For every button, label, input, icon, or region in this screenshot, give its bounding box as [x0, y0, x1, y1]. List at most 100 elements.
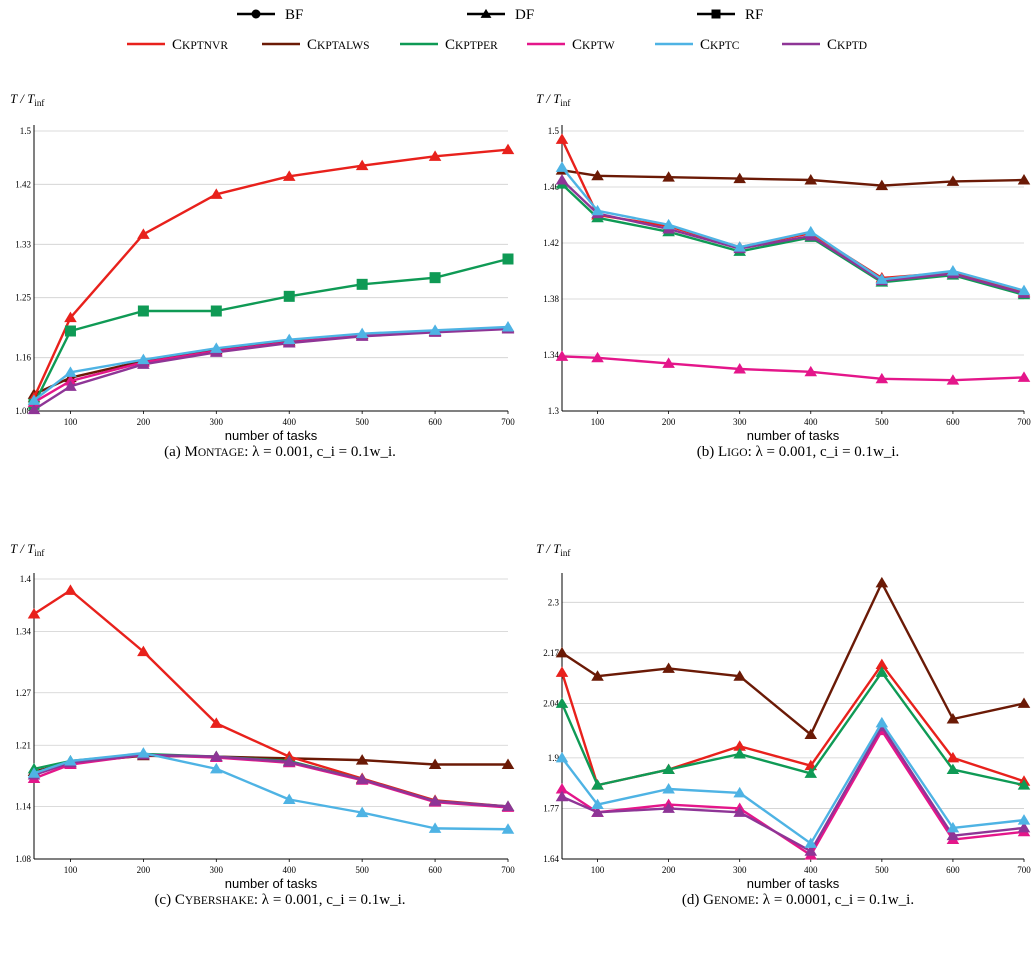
data-point — [804, 174, 818, 185]
y-tick-label: 2.3 — [548, 597, 560, 607]
y-axis-label: T / Tinf — [10, 541, 44, 558]
y-tick-label: 1.34 — [543, 350, 559, 360]
data-point — [27, 767, 41, 778]
y-tick-label: 1.14 — [15, 802, 31, 812]
y-tick-label: 1.9 — [548, 753, 560, 763]
chart-panel: 1.3 1.34 1.38 1.42 1.46 1.5 100 200 300 400 500 600… — [536, 91, 1031, 460]
data-point — [662, 763, 675, 775]
data-point — [428, 822, 442, 833]
data-point — [733, 363, 746, 374]
legend-label: CKPTALWS — [307, 37, 370, 53]
legend-color-entry: CKPTW — [527, 37, 615, 53]
data-point — [502, 253, 514, 265]
x-tick-label: 600 — [428, 865, 442, 875]
x-tick-label: 300 — [210, 865, 224, 875]
series-line — [561, 721, 1025, 845]
data-point — [27, 608, 41, 619]
data-point — [355, 754, 369, 765]
data-point — [283, 290, 295, 302]
data-point — [210, 717, 223, 728]
data-point — [355, 327, 369, 339]
figure-caption: (d) GENOME: λ = 0.0001, c_i = 0.1w_i. — [682, 892, 914, 908]
legend-marker-entry: DF — [467, 7, 534, 23]
data-point — [282, 793, 296, 804]
series-line — [33, 751, 509, 831]
y-tick-label: 1.5 — [20, 126, 32, 136]
x-tick-label: 600 — [428, 417, 442, 427]
figure-caption: (a) MONTAGE: λ = 0.001, c_i = 0.1w_i. — [164, 444, 396, 460]
x-tick-label: 700 — [1017, 865, 1031, 875]
legend-label: DF — [515, 7, 534, 23]
data-point — [733, 241, 746, 252]
series-line — [33, 753, 509, 808]
data-point — [875, 666, 889, 677]
data-point — [282, 333, 296, 345]
data-point — [555, 666, 569, 677]
data-point — [137, 228, 150, 239]
data-point — [210, 762, 223, 774]
data-point — [804, 225, 818, 237]
data-point — [875, 273, 889, 284]
data-point — [946, 175, 960, 186]
figure-caption: (c) CYBERSHAKE: λ = 0.001, c_i = 0.1w_i. — [154, 892, 405, 908]
data-point — [210, 750, 223, 762]
data-point — [1017, 779, 1031, 790]
series-ckptalws — [27, 321, 515, 399]
series-line — [561, 581, 1025, 736]
legend-triangle-marker — [480, 8, 492, 18]
data-point — [501, 823, 515, 834]
legend-marker-entry: RF — [697, 7, 763, 23]
y-axis-label: T / Tinf — [536, 541, 570, 558]
data-point — [875, 576, 889, 588]
series-line — [33, 589, 509, 808]
y-tick-label: 1.42 — [15, 179, 31, 189]
data-point — [1017, 174, 1031, 185]
data-point — [733, 670, 746, 681]
data-point — [946, 713, 960, 724]
data-point — [555, 174, 569, 185]
data-point — [27, 403, 41, 415]
y-tick-label: 1.4 — [20, 574, 32, 584]
x-tick-label: 100 — [64, 865, 78, 875]
figure-caption: (b) LIGO: λ = 0.001, c_i = 0.1w_i. — [697, 444, 900, 460]
x-tick-label: 600 — [946, 417, 960, 427]
data-point — [64, 366, 77, 377]
x-tick-label: 600 — [946, 865, 960, 875]
y-tick-label: 1.34 — [15, 627, 31, 637]
data-point — [1017, 821, 1031, 833]
data-point — [1017, 697, 1031, 708]
y-tick-label: 1.33 — [15, 239, 31, 249]
y-tick-label: 1.16 — [15, 353, 31, 363]
data-point — [804, 845, 818, 856]
series-ckptw — [555, 724, 1031, 860]
series-ckptd — [27, 323, 515, 415]
y-tick-label: 1.38 — [543, 294, 559, 304]
y-tick-label: 1.64 — [543, 854, 559, 864]
series-ckptnvr — [27, 143, 515, 403]
legend-marker-entry: BF — [237, 7, 303, 23]
series-ckptalws — [555, 576, 1031, 740]
x-tick-label: 200 — [662, 865, 676, 875]
chart-panel: 1.08 1.16 1.25 1.33 1.42 1.5 100 200 300 400 500 60… — [10, 91, 515, 460]
x-tick-label: 100 — [591, 417, 605, 427]
data-point — [1017, 284, 1031, 296]
legend-color-entry: CKPTC — [655, 37, 740, 53]
y-tick-label: 1.25 — [15, 293, 31, 303]
y-tick-label: 1.27 — [15, 688, 31, 698]
x-tick-label: 300 — [733, 865, 747, 875]
series-ckptc — [555, 161, 1031, 296]
data-point — [946, 374, 960, 385]
x-tick-label: 300 — [210, 417, 224, 427]
data-point — [804, 365, 818, 377]
data-point — [591, 779, 604, 790]
x-tick-label: 400 — [804, 417, 818, 427]
x-tick-label: 500 — [875, 417, 889, 427]
data-point — [662, 783, 675, 794]
data-point — [1017, 371, 1031, 382]
data-point — [662, 802, 675, 813]
data-point — [501, 800, 515, 811]
data-point — [733, 172, 746, 184]
data-point — [210, 305, 222, 317]
data-point — [428, 758, 442, 769]
